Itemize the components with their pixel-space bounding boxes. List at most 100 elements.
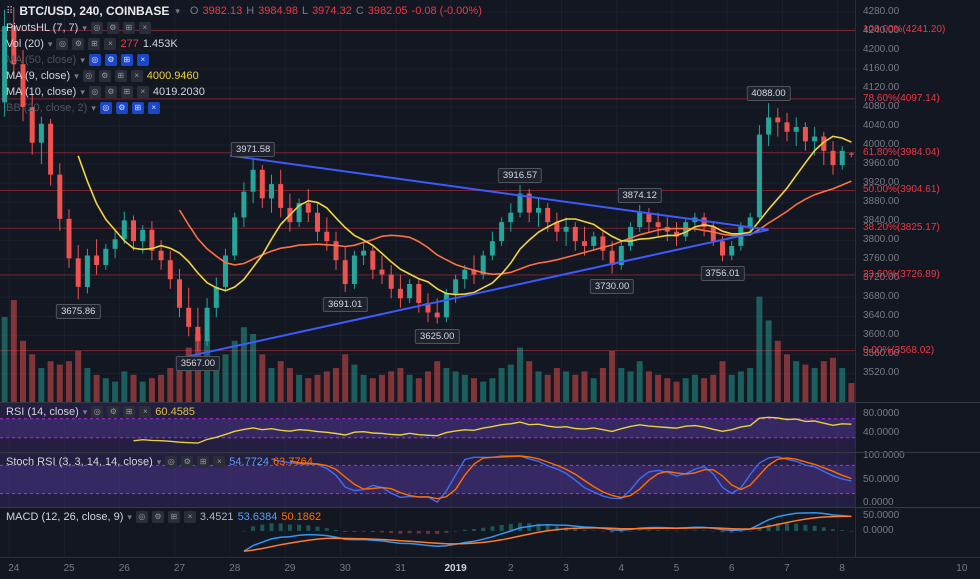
chevron-down-icon[interactable]: ▾ [91,102,96,113]
indicator-value: 63.7764 [273,456,313,468]
chevron-down-icon[interactable]: ▾ [74,70,79,81]
indicator-name[interactable]: MA (10, close) [6,86,77,98]
indicator-name[interactable]: MA (50, close) [6,54,77,66]
time-axis[interactable]: 24 25 26 27 28 29 30 31 2019 2 3 4 5 6 7 8 10 [0,557,980,579]
indicator-value: 4000.9460 [146,70,199,82]
visibility-icon[interactable]: ◎ [99,102,112,114]
visibility-icon[interactable]: ◎ [56,38,69,50]
settings-icon[interactable]: ⚙ [115,102,128,114]
indicator-name[interactable]: BB (20, close, 2) [6,102,88,114]
price-axis-label: 3800.00 [863,234,900,246]
more-icon[interactable]: ⊞ [114,70,127,82]
candle-body [388,274,394,289]
more-icon[interactable]: ⊞ [122,22,135,34]
more-icon[interactable]: ⊞ [120,86,133,98]
time-axis-label: 3 [563,563,569,574]
delete-icon[interactable]: × [213,456,226,468]
more-icon[interactable]: ⊞ [167,511,180,523]
more-icon[interactable]: ⊞ [88,38,101,50]
more-icon[interactable]: ⊞ [120,54,133,66]
candle-body [582,241,587,246]
indicator-name[interactable]: PivotsHL (7, 7) [6,22,79,34]
candle-body [536,207,541,213]
price-axis[interactable]: 4280.00 4240.00 4200.00 4160.00 4120.00 4080.… [855,0,980,557]
visibility-icon[interactable]: ◎ [88,54,101,66]
visibility-icon[interactable]: ◎ [135,511,148,523]
more-icon[interactable]: ⊞ [123,406,136,418]
volume-bar [259,354,266,402]
change-value: -0.08 (-0.00%) [411,5,482,17]
candle-body [75,258,81,287]
visibility-icon[interactable]: ◎ [88,86,101,98]
delete-icon[interactable]: × [138,22,151,34]
delete-icon[interactable]: × [136,86,149,98]
visibility-icon[interactable]: ◎ [165,456,178,468]
macd-histogram-bar [251,526,256,531]
volume-bar [130,374,137,402]
chevron-down-icon[interactable]: ▾ [82,22,87,33]
volume-bar [517,347,523,402]
macd-line [243,512,852,552]
settings-icon[interactable]: ⚙ [104,86,117,98]
visibility-icon[interactable]: ◎ [90,22,103,34]
trend-line[interactable] [229,154,769,231]
macd-histogram-bar [619,530,624,533]
candle-body [766,117,772,135]
macd-histogram-bar [665,530,670,531]
delete-icon[interactable]: × [183,511,196,523]
volume-bar [820,361,827,402]
chevron-down-icon[interactable]: ▾ [80,54,85,65]
indicator-name[interactable]: RSI (14, close) [6,406,79,418]
volume-bar [148,378,155,402]
volume-bar [222,354,229,402]
indicator-name[interactable]: Stoch RSI (3, 3, 14, 14, close) [6,456,153,468]
settings-icon[interactable]: ⚙ [151,511,164,523]
chevron-down-icon[interactable]: ▾ [80,86,85,97]
delete-icon[interactable]: × [104,38,117,50]
settings-icon[interactable]: ⚙ [104,54,117,66]
visibility-icon[interactable]: ◎ [82,70,95,82]
candle-body [305,203,311,213]
settings-icon[interactable]: ⚙ [72,38,85,50]
time-axis-label: 31 [394,563,406,574]
more-icon[interactable]: ⊞ [131,102,144,114]
chevron-down-icon[interactable]: ▾ [156,456,162,467]
pane-separator[interactable] [0,402,980,403]
chevron-down-icon[interactable]: ▾ [82,406,88,417]
volume-bar [415,378,422,402]
pane-separator[interactable] [0,507,980,508]
chevron-down-icon[interactable]: ▾ [47,38,53,49]
pane-separator[interactable] [0,452,980,453]
delete-icon[interactable]: × [139,406,152,418]
volume-bar [305,378,312,402]
candle-body [591,236,597,246]
delete-icon[interactable]: × [130,70,143,82]
trend-line[interactable] [179,228,769,360]
time-axis-label: 27 [173,563,186,574]
indicator-name[interactable]: Vol (20) [6,38,44,50]
settings-icon[interactable]: ⚙ [98,70,111,82]
chevron-down-icon[interactable]: ▾ [127,511,132,522]
more-icon[interactable]: ⊞ [197,456,210,468]
chevron-down-icon[interactable]: ▾ [175,5,180,16]
indicator-name[interactable]: MA (9, close) [6,70,71,82]
volume-bar [434,361,441,402]
macd-histogram-bar [472,529,476,531]
macd-histogram-bar [518,522,522,531]
chart-plot-area[interactable]: 3675.86 3567.00 3971.58 3691.01 3625.00 3916.… [0,0,856,557]
visibility-icon[interactable]: ◎ [91,406,104,418]
settings-icon[interactable]: ⚙ [181,456,194,468]
symbol-title[interactable]: BTC/USD, 240, COINBASE [19,4,170,18]
indicator-name[interactable]: MACD (12, 26, close, 9) [6,511,124,523]
stoch-pane-bg [0,452,856,507]
candle-body [66,218,72,259]
macd-histogram-bar [297,524,302,531]
macd-histogram-bar [757,527,762,531]
candle-body [775,117,781,123]
settings-icon[interactable]: ⚙ [106,22,119,34]
settings-icon[interactable]: ⚙ [107,406,120,418]
macd-histogram-bar [554,526,559,531]
candlestick-chart[interactable] [0,0,856,557]
delete-icon[interactable]: × [136,54,149,66]
delete-icon[interactable]: × [147,102,160,114]
